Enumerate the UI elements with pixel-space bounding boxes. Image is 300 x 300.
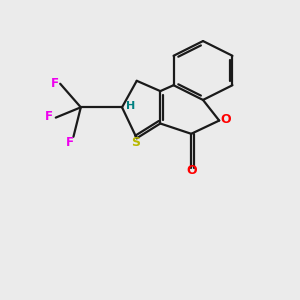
Text: F: F xyxy=(51,77,59,90)
Text: H: H xyxy=(126,101,136,111)
Text: F: F xyxy=(66,136,74,148)
Text: F: F xyxy=(45,110,53,123)
Text: S: S xyxy=(131,136,140,149)
Text: O: O xyxy=(186,164,196,177)
Text: O: O xyxy=(220,113,231,127)
